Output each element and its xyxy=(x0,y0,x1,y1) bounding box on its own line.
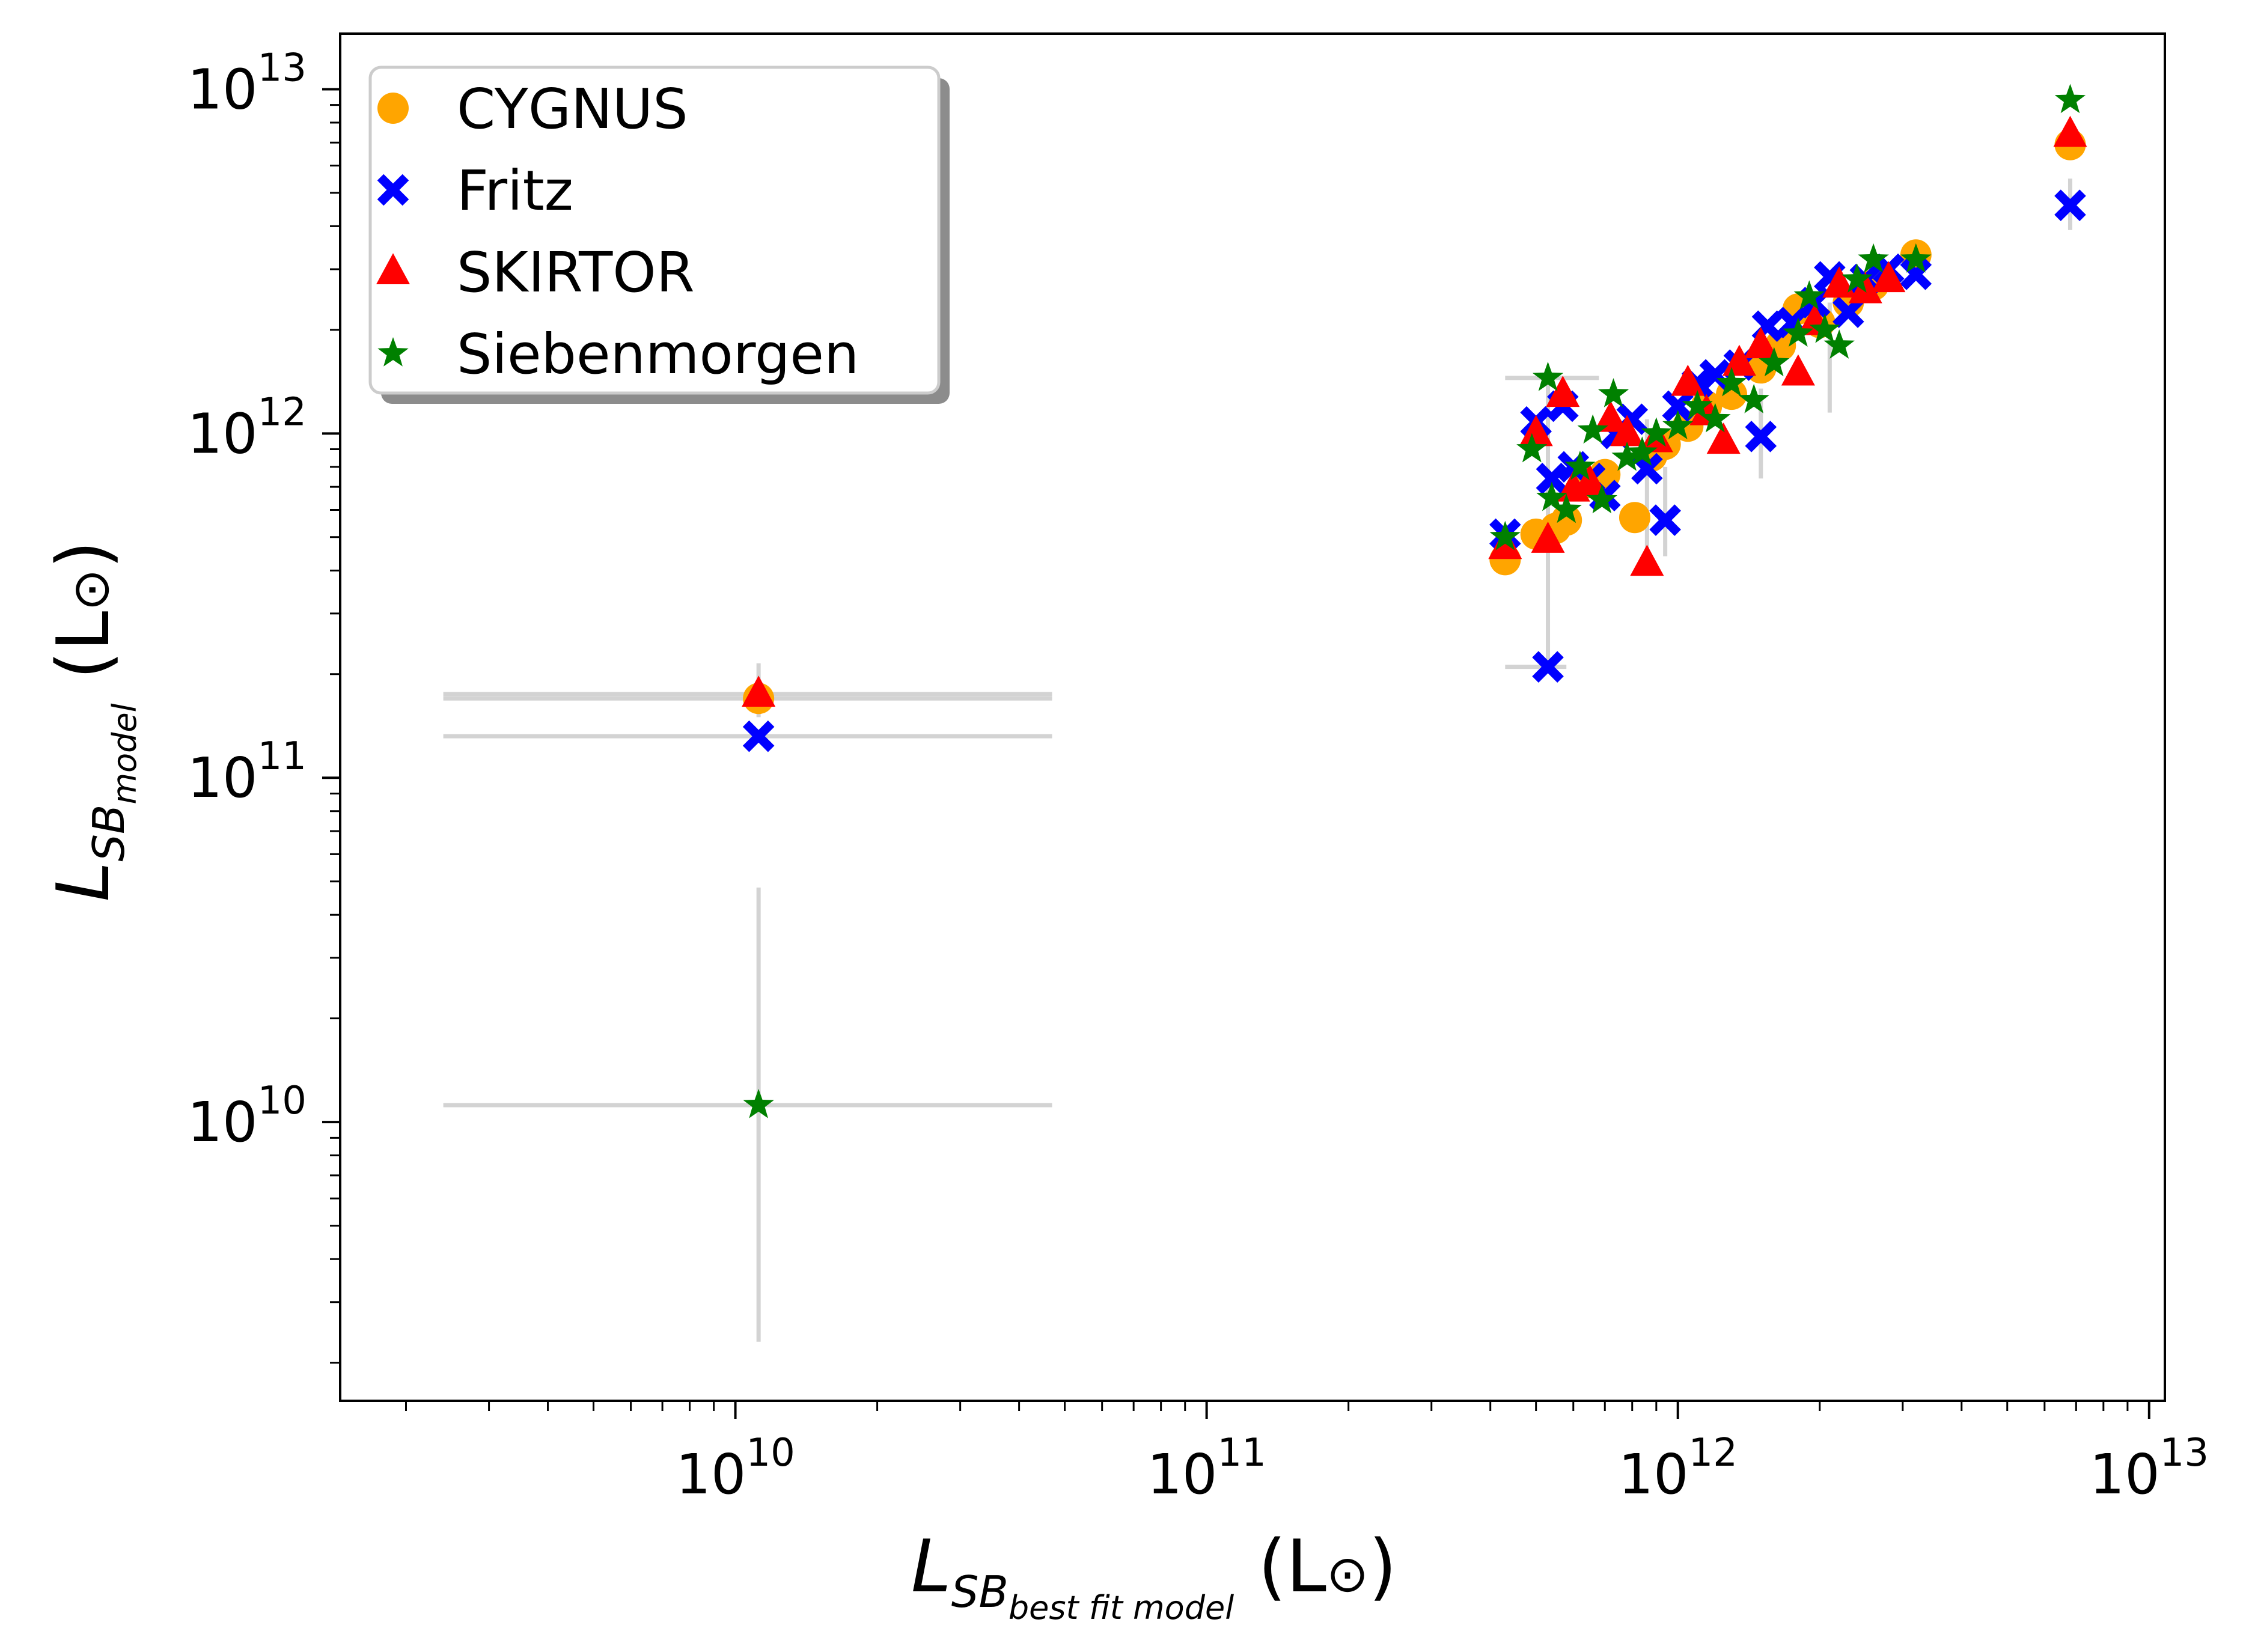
legend-marker-siebenmorgen xyxy=(377,337,409,367)
skirtor-point xyxy=(1593,400,1628,432)
skirtor-point xyxy=(1722,344,1756,376)
siebenmorgen-point xyxy=(1586,484,1617,514)
legend-label-siebenmorgen: Siebenmorgen xyxy=(457,322,859,386)
siebenmorgen-point xyxy=(1759,347,1790,377)
siebenmorgen-point xyxy=(1577,414,1608,444)
skirtor-point xyxy=(1531,522,1565,553)
siebenmorgen-point xyxy=(1716,367,1747,397)
siebenmorgen-point xyxy=(1738,383,1769,413)
siebenmorgen-point xyxy=(1551,493,1582,523)
fritz-point xyxy=(1745,421,1777,453)
siebenmorgen-point xyxy=(2054,84,2086,114)
skirtor-point xyxy=(1546,376,1580,407)
legend-box xyxy=(368,66,941,395)
siebenmorgen-point xyxy=(1662,410,1694,439)
legend-label-fritz: Fritz xyxy=(457,159,573,223)
siebenmorgen-point xyxy=(1823,329,1855,359)
fritz-point xyxy=(1833,296,1864,328)
siebenmorgen-point xyxy=(1793,280,1825,310)
cygnus-point xyxy=(1551,504,1582,536)
skirtor-point xyxy=(742,675,776,707)
y-axis-title: LSBmodel(L⊙) xyxy=(42,540,144,901)
skirtor-point xyxy=(1872,261,1906,293)
fritz-point xyxy=(1900,258,1932,290)
legend: CYGNUS Fritz SKIRTOR Siebenmorgen xyxy=(368,66,950,404)
siebenmorgen-point xyxy=(1564,450,1596,480)
legend-marker-fritz xyxy=(377,174,409,206)
skirtor-point xyxy=(1781,354,1815,386)
siebenmorgen-point xyxy=(1598,378,1629,407)
cygnus-point xyxy=(1619,502,1650,534)
skirtor-point xyxy=(1610,415,1644,447)
fritz-point xyxy=(2054,189,2086,221)
legend-marker-cygnus xyxy=(377,93,409,124)
siebenmorgen-point xyxy=(1682,390,1713,419)
siebenmorgen-point xyxy=(1516,433,1548,463)
legend-marker-skirtor xyxy=(376,253,410,284)
siebenmorgen-point xyxy=(1858,243,1889,273)
siebenmorgen-point xyxy=(1626,436,1658,466)
fritz-point xyxy=(1536,462,1568,495)
fritz-point xyxy=(1649,504,1681,536)
skirtor-point xyxy=(1822,266,1857,298)
legend-label-skirtor: SKIRTOR xyxy=(457,240,695,305)
siebenmorgen-point xyxy=(1700,403,1731,433)
siebenmorgen-point xyxy=(1809,313,1840,343)
siebenmorgen-point xyxy=(1783,317,1814,347)
siebenmorgen-point xyxy=(743,1088,774,1118)
fritz-point xyxy=(742,720,775,752)
skirtor-point xyxy=(1848,272,1882,303)
skirtor-point xyxy=(1671,364,1705,396)
series-siebenmorgen xyxy=(743,84,2086,1118)
siebenmorgen-point xyxy=(1536,481,1567,511)
siebenmorgen-point xyxy=(1641,417,1672,447)
x-tick-label: 1012 xyxy=(1618,1431,1738,1507)
legend-label-cygnus: CYGNUS xyxy=(457,77,688,141)
skirtor-point xyxy=(1519,415,1553,447)
skirtor-point xyxy=(1706,422,1741,454)
plot-frame xyxy=(339,32,2166,1402)
siebenmorgen-point xyxy=(1842,263,1873,293)
fritz-point xyxy=(1532,651,1564,683)
siebenmorgen-point xyxy=(1489,520,1521,550)
siebenmorgen-point xyxy=(1532,361,1564,391)
x-axis-title: LSBbest fit model (L⊙) xyxy=(911,1525,1397,1627)
siebenmorgen-point xyxy=(1900,243,1932,273)
series-skirtor xyxy=(742,115,2087,707)
skirtor-point xyxy=(2053,115,2087,147)
data-markers xyxy=(742,84,2087,1118)
fritz-point xyxy=(1662,390,1694,422)
skirtor-point xyxy=(1744,327,1778,359)
siebenmorgen-point xyxy=(1611,441,1643,471)
skirtor-point xyxy=(1630,544,1664,576)
skirtor-point xyxy=(1573,464,1607,496)
